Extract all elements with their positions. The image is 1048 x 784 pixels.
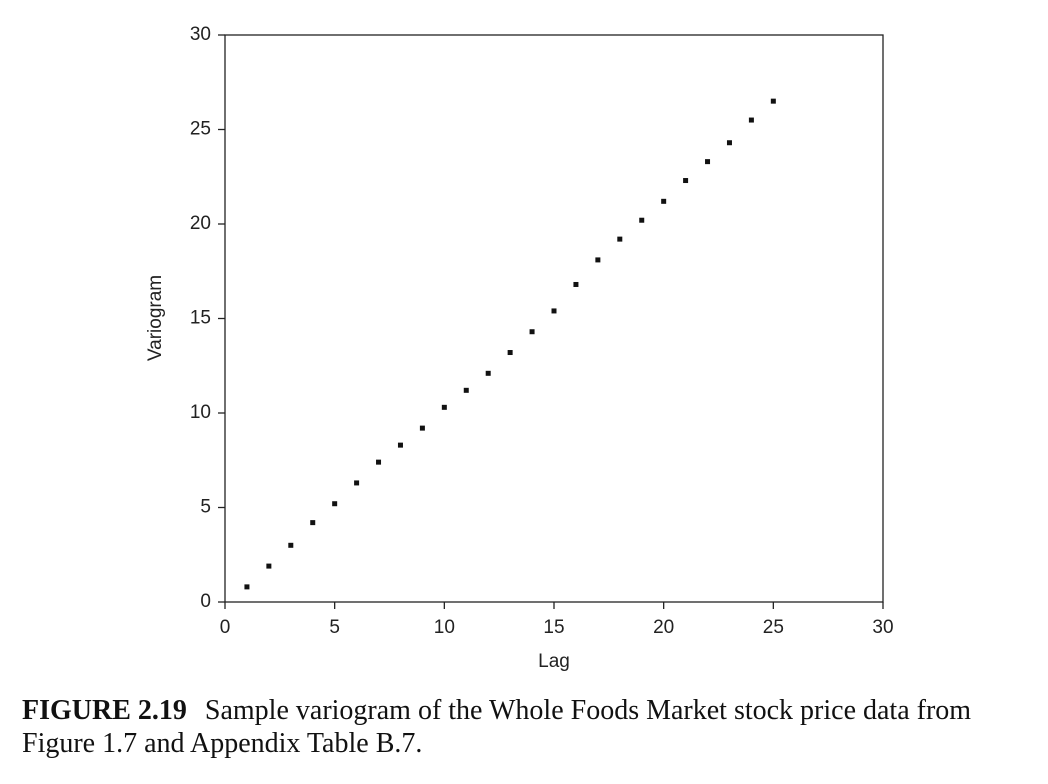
point [310, 520, 316, 526]
point [485, 370, 491, 376]
point [288, 542, 294, 548]
point [463, 387, 469, 393]
point [748, 117, 754, 123]
point [683, 178, 689, 184]
point [419, 425, 425, 431]
y-tick-label: 25 [190, 119, 211, 140]
x-tick-label: 30 [872, 617, 893, 638]
chart: Lag Variogram 0 5 10 15 20 25 30 0 5 10 15 20 25 30 [145, 24, 894, 672]
point [639, 217, 645, 223]
point [244, 584, 250, 590]
point [705, 159, 711, 165]
point [770, 98, 776, 104]
point [507, 350, 513, 356]
y-tick-label: 20 [190, 213, 211, 234]
point [595, 257, 601, 263]
y-tick-label: 10 [190, 402, 211, 423]
caption: FIGURE 2.19 Sample variogram of the Whole… [22, 694, 1032, 760]
x-tick-label: 10 [434, 617, 455, 638]
y-tick-label: 5 [200, 497, 211, 518]
point [617, 236, 623, 242]
x-axis-label: Lag [538, 651, 570, 672]
x-tick-label: 0 [220, 617, 231, 638]
point [573, 281, 579, 287]
point [551, 308, 557, 314]
point [354, 480, 360, 486]
y-axis-label: Variogram [145, 275, 166, 361]
point [376, 459, 382, 465]
x-tick-label: 15 [543, 617, 564, 638]
caption-text: Sample variogram of the Whole Foods Mark… [22, 695, 972, 759]
point [726, 140, 732, 146]
y-tick-label: 15 [190, 308, 211, 329]
x-tick-label: 5 [329, 617, 340, 638]
point [529, 329, 535, 335]
point [661, 198, 667, 204]
figure-label: FIGURE 2.19 [22, 695, 187, 726]
y-tick-label: 0 [200, 591, 211, 612]
point [332, 501, 338, 507]
point [266, 563, 272, 569]
x-tick-label: 25 [763, 617, 784, 638]
point [397, 442, 403, 448]
y-tick-label: 30 [190, 24, 211, 45]
plot-frame [224, 34, 884, 603]
x-tick-label: 20 [653, 617, 674, 638]
point [441, 404, 447, 410]
